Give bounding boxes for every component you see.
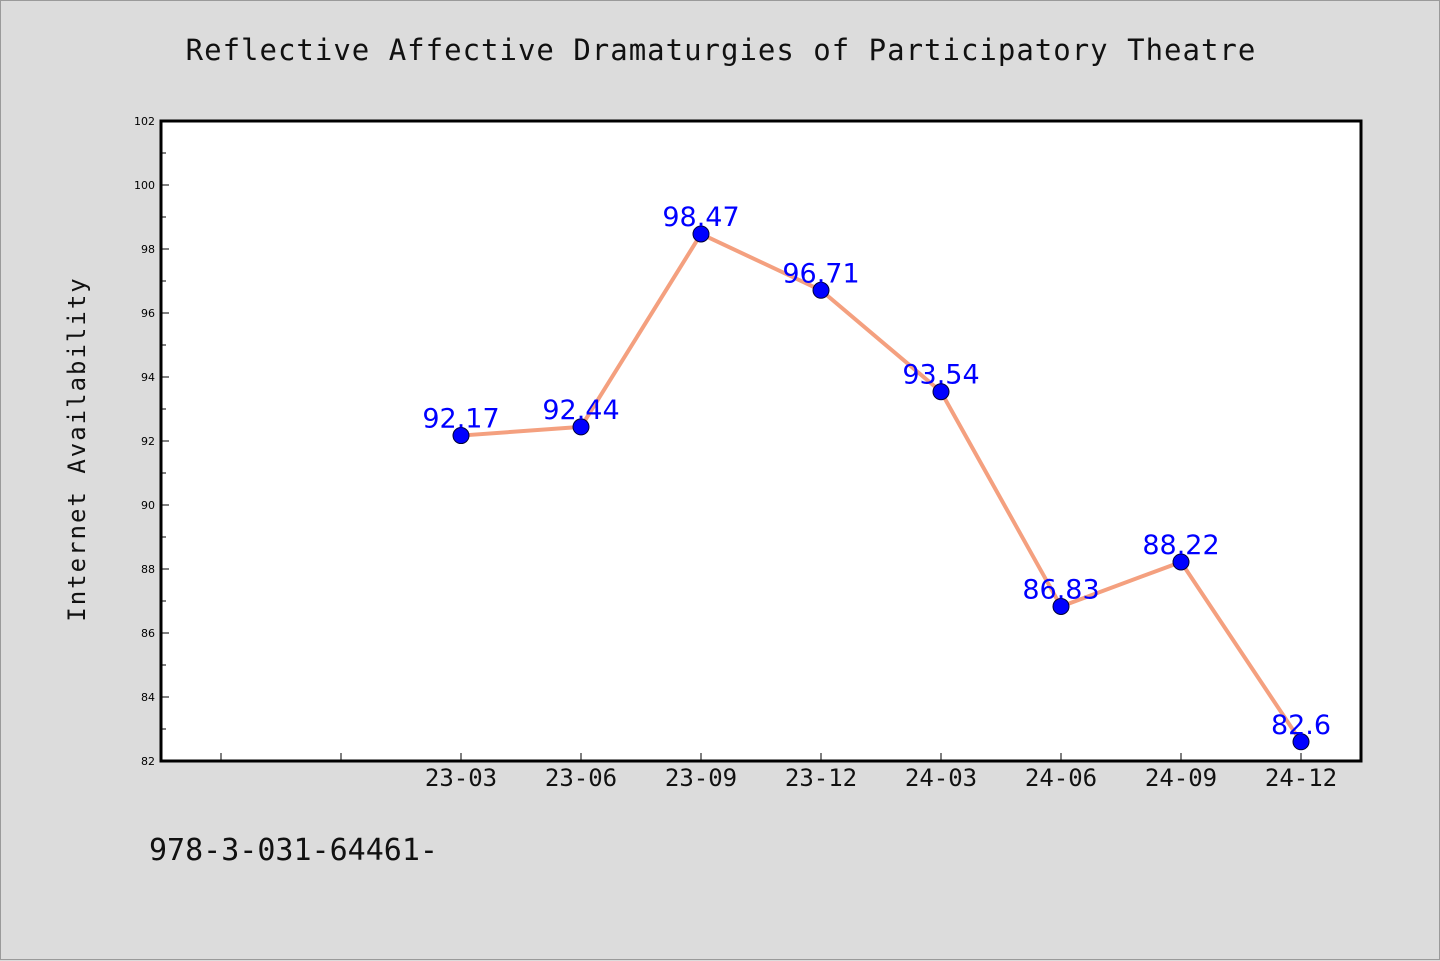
y-tick-label: 98 — [141, 243, 155, 256]
x-tick-label: 24-03 — [905, 764, 977, 792]
plot-area — [159, 119, 1363, 763]
y-tick-label: 100 — [134, 179, 155, 192]
x-tick-label: 24-06 — [1025, 764, 1097, 792]
chart-title: Reflective Affective Dramaturgies of Par… — [185, 33, 1257, 67]
data-label: 93.54 — [902, 360, 979, 391]
x-tick-label: 23-09 — [665, 764, 737, 792]
x-tick-label: 24-09 — [1145, 764, 1217, 792]
data-point — [1172, 553, 1190, 571]
data-point — [932, 383, 950, 401]
x-tick-label: 24-12 — [1265, 764, 1337, 792]
y-tick-label: 102 — [134, 115, 155, 128]
y-tick-label: 88 — [141, 563, 155, 576]
y-tick-label: 96 — [141, 307, 155, 320]
data-point — [812, 281, 830, 299]
data-point — [1292, 733, 1310, 751]
y-tick-label: 92 — [141, 435, 155, 448]
data-label: 86.83 — [1022, 574, 1099, 605]
data-point — [452, 427, 470, 445]
y-tick-label: 84 — [141, 691, 155, 704]
y-tick-label: 90 — [141, 499, 155, 512]
data-point — [1052, 597, 1070, 615]
data-label: 96.71 — [782, 258, 859, 289]
x-tick-label: 23-06 — [545, 764, 617, 792]
x-tick-label: 23-12 — [785, 764, 857, 792]
data-label: 92.44 — [542, 395, 619, 426]
data-label: 82.6 — [1271, 710, 1331, 741]
y-tick-label: 94 — [141, 371, 155, 384]
x-tick-label: 23-03 — [425, 764, 497, 792]
data-point — [572, 418, 590, 436]
data-label: 98.47 — [662, 202, 739, 233]
y-tick-label: 82 — [141, 755, 155, 768]
data-label: 92.17 — [422, 404, 499, 435]
y-tick-label: 86 — [141, 627, 155, 640]
footer-isbn-text: 978-3-031-64461- — [149, 833, 438, 868]
data-point — [692, 225, 710, 243]
series-line — [460, 231, 1303, 743]
data-label: 88.22 — [1142, 530, 1219, 561]
